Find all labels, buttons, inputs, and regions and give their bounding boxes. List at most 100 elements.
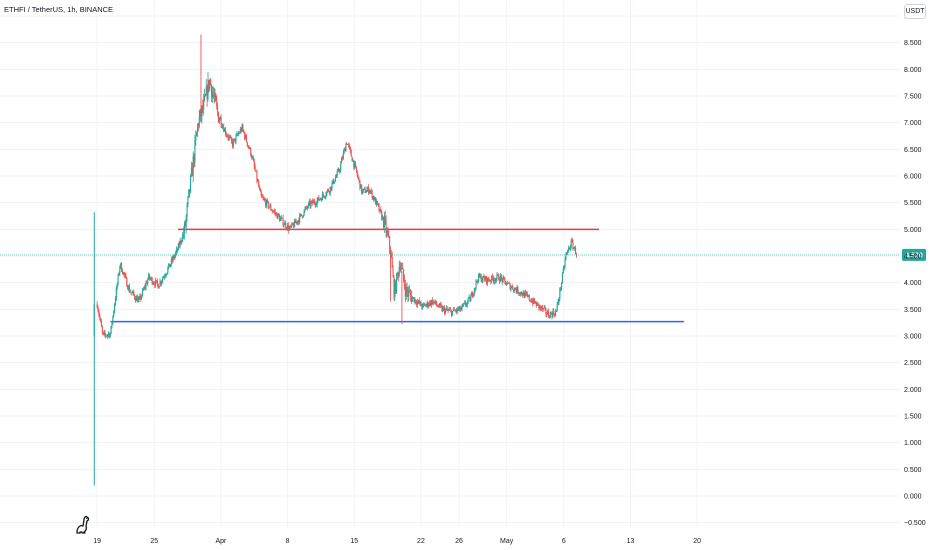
candle-body xyxy=(455,310,457,312)
candle-body xyxy=(419,301,421,304)
candle-body xyxy=(512,286,514,290)
candle-body xyxy=(346,143,348,145)
candle-body xyxy=(382,216,385,228)
candle-body xyxy=(279,218,282,221)
candle-body xyxy=(413,297,415,303)
candle-body xyxy=(131,292,133,294)
candle-body xyxy=(155,280,158,282)
candle-body xyxy=(376,200,378,204)
candle-body xyxy=(300,214,302,216)
currency-button[interactable]: USDT xyxy=(904,4,926,19)
candle-body xyxy=(262,197,264,199)
candle-body xyxy=(221,125,223,128)
candle-body xyxy=(184,223,186,227)
candle-body xyxy=(311,200,313,203)
candle-body xyxy=(540,305,542,309)
candle-body xyxy=(356,171,358,177)
candle-body xyxy=(243,130,245,133)
candle-body xyxy=(101,326,103,332)
candle-body xyxy=(327,189,330,192)
candle-body xyxy=(329,186,331,194)
candle-body xyxy=(440,305,442,307)
candle-body xyxy=(501,278,503,283)
candle-body xyxy=(489,280,491,282)
candle-body xyxy=(317,197,319,201)
candle-body xyxy=(203,95,206,101)
candle-body xyxy=(210,79,212,86)
candle-body xyxy=(563,266,565,268)
candle-body xyxy=(444,309,447,314)
candle-body xyxy=(267,201,269,208)
candle-body xyxy=(465,304,467,306)
candle-body xyxy=(411,297,413,302)
candle-body xyxy=(268,206,270,208)
candle-body xyxy=(341,158,344,160)
candle-body xyxy=(436,304,438,306)
candle-body xyxy=(211,92,213,97)
candle-body xyxy=(197,124,199,127)
candle-body xyxy=(213,95,215,98)
candle-body xyxy=(351,156,353,162)
candle-body xyxy=(562,267,564,274)
candle-body xyxy=(394,282,396,298)
candle-body xyxy=(495,278,497,282)
candle-body xyxy=(515,289,517,293)
candle-body xyxy=(128,286,130,293)
candle-body xyxy=(470,296,472,302)
candle-body xyxy=(391,257,393,268)
candle-body xyxy=(406,286,408,292)
candle-body xyxy=(551,313,553,317)
symbol-title: ETHFI / TetherUS, 1h, BINANCE xyxy=(4,5,114,14)
candle-body xyxy=(528,295,530,300)
candle-body xyxy=(409,290,411,292)
candle-body xyxy=(348,144,350,146)
candle-body xyxy=(258,181,260,187)
candle-body xyxy=(366,189,368,193)
candle-body xyxy=(493,280,495,282)
time-axis[interactable]: 19 25 Apr 8 15 22 26 May 6 13 20 xyxy=(93,538,701,545)
candle-body xyxy=(461,305,463,309)
candle-body xyxy=(183,233,185,235)
candle-body xyxy=(438,303,440,307)
candle-body xyxy=(568,248,570,250)
candle-body xyxy=(301,215,303,218)
candle-body xyxy=(454,310,456,312)
candle-body xyxy=(368,191,371,194)
candle-body xyxy=(492,278,495,282)
candle-body xyxy=(575,247,577,255)
candle-body xyxy=(320,198,322,200)
candle-body xyxy=(154,283,156,286)
candle-body xyxy=(361,190,364,194)
candle-body xyxy=(239,129,241,133)
price-axis[interactable]: 9.0008.5008.0007.5007.0006.5006.0005.500… xyxy=(904,14,926,528)
candle-body xyxy=(567,250,569,253)
candle-body xyxy=(172,256,174,261)
candle-body xyxy=(93,304,95,336)
candle-body xyxy=(167,267,169,273)
candle-body xyxy=(371,190,373,199)
tradingview-dinosaur-icon[interactable] xyxy=(74,512,94,534)
candle-body xyxy=(509,283,511,290)
candle-body xyxy=(369,191,371,192)
candle-body xyxy=(410,291,412,296)
y-tick-label: 7.500 xyxy=(904,94,922,101)
candle-body xyxy=(569,247,571,250)
candle-body xyxy=(241,125,243,131)
candle-body xyxy=(242,125,244,131)
candle-body xyxy=(295,221,297,224)
candle-body xyxy=(261,195,263,198)
candle-body xyxy=(355,166,357,172)
candle-body xyxy=(327,189,329,192)
candle-body xyxy=(328,191,330,194)
drawn-horizontal-lines[interactable] xyxy=(110,228,684,323)
candle-body xyxy=(227,136,229,139)
candle-body xyxy=(122,272,124,274)
candle-body xyxy=(474,287,476,290)
candle-body xyxy=(478,273,480,282)
candle-body xyxy=(130,292,132,294)
candle-body xyxy=(285,222,287,228)
candle-body xyxy=(292,223,294,225)
candle-body xyxy=(339,170,341,172)
candle-body xyxy=(416,301,419,305)
